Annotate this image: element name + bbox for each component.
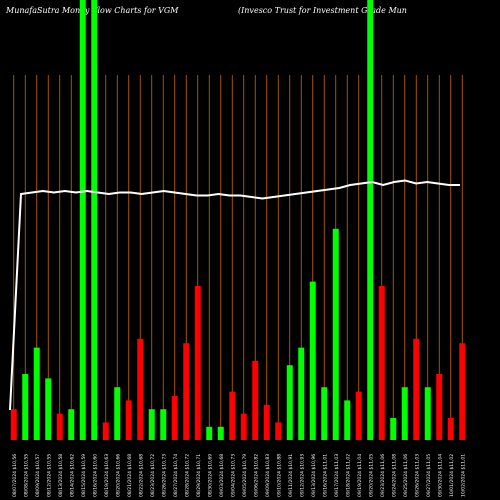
x-tick-labels: 08/07/2024 $10,56 08/08/2024 $10,55 08/09/… bbox=[12, 454, 467, 497]
bar bbox=[171, 396, 178, 440]
x-tick-label: 08/28/2024 $10,72 bbox=[184, 454, 190, 497]
chart-subtitle: (Invesco Trust for Investment Grade Mun bbox=[238, 6, 407, 15]
x-tick-label: 09/19/2024 $11,04 bbox=[357, 454, 363, 497]
bar bbox=[286, 365, 293, 440]
bar bbox=[240, 413, 247, 440]
x-tick-label: 09/03/2024 $10,68 bbox=[219, 454, 225, 497]
x-tick-label: 08/27/2024 $10,74 bbox=[173, 454, 179, 497]
bar bbox=[10, 409, 17, 440]
bar bbox=[206, 426, 213, 440]
x-tick-label: 08/20/2024 $10,66 bbox=[115, 454, 121, 497]
bar bbox=[22, 374, 29, 440]
bar bbox=[102, 422, 109, 440]
x-tick-label: 08/29/2024 $10,71 bbox=[196, 454, 202, 497]
bar bbox=[137, 338, 144, 440]
x-tick-label: 08/21/2024 $10,68 bbox=[127, 454, 133, 497]
bar bbox=[355, 391, 362, 440]
x-tick-label: 08/09/2024 $10,57 bbox=[35, 454, 41, 497]
bar bbox=[183, 343, 190, 440]
bar bbox=[298, 347, 305, 440]
x-tick-label: 08/07/2024 $10,56 bbox=[12, 454, 18, 497]
x-tick-label: 10/02/2024 $11,01 bbox=[460, 454, 466, 497]
price-line bbox=[9, 179, 460, 411]
x-tick-label: 09/20/2024 $11,05 bbox=[368, 454, 374, 497]
x-tick-label: 08/14/2024 $10,62 bbox=[69, 454, 75, 497]
x-tick-label: 09/09/2024 $10,83 bbox=[265, 454, 271, 497]
bar bbox=[125, 400, 132, 440]
bar bbox=[321, 387, 328, 440]
x-tick-label: 08/30/2024 $10,69 bbox=[207, 454, 213, 497]
x-tick-label: 08/22/2024 $10,68 bbox=[138, 454, 144, 497]
bar bbox=[424, 387, 431, 440]
bar bbox=[252, 360, 259, 440]
bar bbox=[114, 387, 121, 440]
bar bbox=[194, 286, 201, 440]
x-tick-label: 08/16/2024 $10,60 bbox=[92, 454, 98, 497]
bar bbox=[79, 0, 86, 440]
bar bbox=[401, 387, 408, 440]
bar bbox=[447, 418, 454, 440]
bar bbox=[56, 413, 63, 440]
x-tick-label: 09/05/2024 $10,79 bbox=[242, 454, 248, 497]
x-tick-label: 09/12/2024 $10,93 bbox=[299, 454, 305, 497]
bar bbox=[309, 281, 316, 440]
x-tick-label: 09/23/2024 $11,06 bbox=[380, 454, 386, 497]
bar bbox=[275, 422, 282, 440]
x-tick-label: 09/25/2024 $11,06 bbox=[403, 454, 409, 497]
x-tick-label: 09/17/2024 $11,03 bbox=[334, 454, 340, 497]
x-tick-label: 08/23/2024 $10,72 bbox=[150, 454, 156, 497]
bar bbox=[45, 378, 52, 440]
bar bbox=[367, 0, 374, 440]
bar bbox=[217, 426, 224, 440]
x-tick-label: 09/18/2024 $11,02 bbox=[345, 454, 351, 497]
bar bbox=[263, 404, 270, 440]
bar bbox=[390, 418, 397, 440]
bar bbox=[91, 0, 98, 440]
x-tick-label: 09/10/2024 $10,88 bbox=[276, 454, 282, 497]
bar bbox=[344, 400, 351, 440]
bar bbox=[229, 391, 236, 440]
price-line-layer bbox=[9, 179, 460, 411]
bars bbox=[10, 0, 466, 440]
x-tick-label: 09/24/2024 $11,08 bbox=[391, 454, 397, 497]
bar bbox=[436, 374, 443, 440]
bar bbox=[68, 409, 75, 440]
bar bbox=[148, 409, 155, 440]
x-tick-label: 08/13/2024 $10,58 bbox=[58, 454, 64, 497]
bar bbox=[160, 409, 167, 440]
bar bbox=[413, 338, 420, 440]
x-tick-label: 09/27/2024 $11,05 bbox=[426, 454, 432, 497]
x-tick-label: 09/13/2024 $10,96 bbox=[311, 454, 317, 497]
x-tick-label: 09/16/2024 $11,01 bbox=[322, 454, 328, 497]
x-tick-label: 10/01/2024 $11,02 bbox=[449, 454, 455, 497]
bar bbox=[33, 347, 40, 440]
x-tick-label: 08/19/2024 $10,63 bbox=[104, 454, 110, 497]
x-tick-label: 09/11/2024 $10,91 bbox=[288, 454, 294, 497]
x-tick-label: 09/26/2024 $11,03 bbox=[414, 454, 420, 497]
x-tick-label: 08/26/2024 $10,73 bbox=[161, 454, 167, 497]
x-tick-label: 08/12/2024 $10,55 bbox=[46, 454, 52, 497]
bar bbox=[459, 343, 466, 440]
bar bbox=[332, 228, 339, 440]
x-tick-label: 09/30/2024 $11,04 bbox=[437, 454, 443, 497]
x-tick-label: 08/15/2024 $10,59 bbox=[81, 454, 87, 497]
x-tick-label: 09/06/2024 $10,82 bbox=[253, 454, 259, 497]
bar bbox=[378, 286, 385, 440]
x-tick-label: 08/08/2024 $10,55 bbox=[23, 454, 29, 497]
x-tick-label: 09/04/2024 $10,73 bbox=[230, 454, 236, 497]
